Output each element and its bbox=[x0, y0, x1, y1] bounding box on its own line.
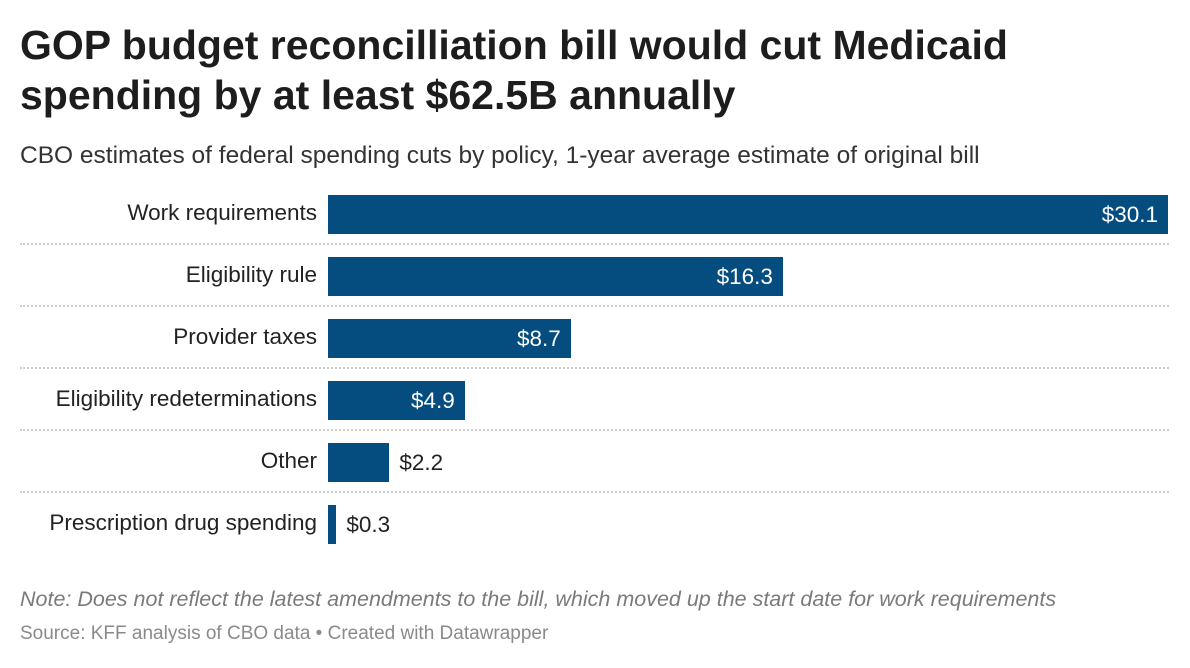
bar bbox=[328, 443, 390, 482]
bar bbox=[328, 257, 783, 296]
chart-source: Source: KFF analysis of CBO data • Creat… bbox=[20, 623, 549, 644]
row-separator bbox=[20, 305, 1169, 307]
bar-row: Eligibility rule $16.3 bbox=[20, 244, 1169, 307]
value-label: $16.3 bbox=[716, 264, 773, 289]
bar bbox=[328, 195, 1168, 234]
category-label: Prescription drug spending bbox=[49, 510, 317, 535]
chart-subtitle: CBO estimates of federal spending cuts b… bbox=[20, 142, 980, 169]
row-separator bbox=[20, 243, 1169, 245]
category-label: Work requirements bbox=[127, 200, 317, 225]
value-label: $0.3 bbox=[346, 512, 391, 537]
chart-title: GOP budget reconcilliation bill would cu… bbox=[20, 22, 1008, 118]
category-label: Provider taxes bbox=[173, 324, 317, 349]
row-separator bbox=[20, 429, 1169, 431]
value-label: $8.7 bbox=[516, 326, 561, 351]
bar bbox=[328, 505, 337, 544]
bar bbox=[328, 381, 465, 420]
bar-chart: Work requirements $30.1 Eligibility rule $1… bbox=[0, 182, 1190, 562]
row-separator bbox=[20, 367, 1169, 369]
bar-row: Provider taxes $8.7 bbox=[20, 306, 1169, 369]
value-label: $2.2 bbox=[399, 450, 444, 475]
value-label: $4.9 bbox=[410, 388, 455, 413]
bar bbox=[328, 319, 571, 358]
category-label: Eligibility redeterminations bbox=[55, 386, 317, 411]
bar-row: Eligibility redeterminations $4.9 bbox=[20, 368, 1169, 431]
category-label: Eligibility rule bbox=[185, 262, 317, 287]
bar-row: Other $2.2 bbox=[20, 430, 1169, 493]
value-label: $30.1 bbox=[1101, 202, 1158, 227]
bar-row: Prescription drug spending $0.3 bbox=[20, 492, 1169, 554]
category-label: Other bbox=[260, 448, 317, 473]
row-separator bbox=[20, 491, 1169, 493]
chart-note: Note: Does not reflect the latest amendm… bbox=[20, 587, 1057, 611]
bar-row: Work requirements $30.1 bbox=[20, 182, 1169, 245]
